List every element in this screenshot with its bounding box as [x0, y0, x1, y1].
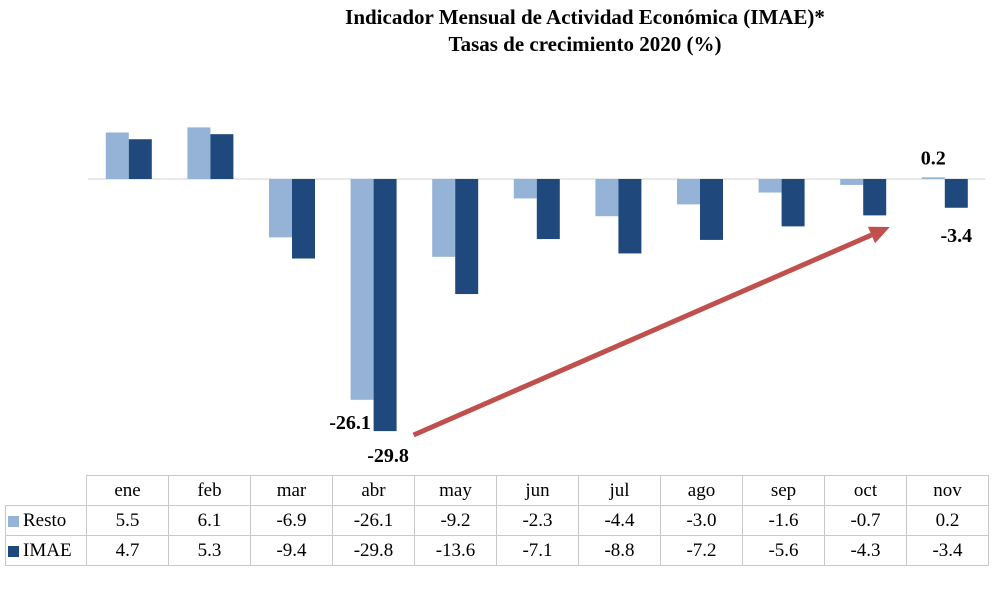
bar-resto-jul — [595, 179, 619, 217]
data-table: ene feb mar abr may jun jul ago sep oct nov Resto 5.… — [5, 475, 989, 566]
bar-resto-may — [432, 179, 456, 257]
legend-swatch-resto — [8, 515, 19, 527]
bar-resto-abr — [350, 179, 374, 400]
bar-resto-jun — [513, 179, 537, 199]
chart-title-line1: Indicador Mensual de Actividad Económica… — [345, 5, 825, 29]
table-cell: -8.8 — [578, 535, 661, 566]
table-cell: -3.0 — [660, 505, 743, 536]
data-label-resto-nov: 0.2 — [921, 147, 946, 169]
table-cell: -9.2 — [414, 505, 497, 536]
table-header-cell: mar — [250, 475, 333, 506]
table-header-cell: abr — [332, 475, 415, 506]
legend-cell-imae: IMAE — [5, 535, 87, 566]
table-cell: -4.3 — [824, 535, 907, 566]
table-header-cell: jun — [496, 475, 579, 506]
table-cell: 6.1 — [168, 505, 251, 536]
table-cell: -6.9 — [250, 505, 333, 536]
table-cell: -26.1 — [332, 505, 415, 536]
table-cell: -7.1 — [496, 535, 579, 566]
table-header-cell: nov — [906, 475, 989, 506]
bar-imae-mar — [292, 179, 315, 259]
bar-resto-ago — [677, 179, 700, 205]
bar-imae-nov — [944, 179, 968, 208]
table-cell: -0.7 — [824, 505, 907, 536]
bar-resto-feb — [187, 127, 211, 179]
table-cell: -9.4 — [250, 535, 333, 566]
data-label-imae-nov: -3.4 — [940, 225, 972, 247]
bar-resto-sep — [758, 179, 782, 193]
table-cell: 0.2 — [906, 505, 989, 536]
table-cell: -3.4 — [906, 535, 989, 566]
table-header-cell: feb — [168, 475, 251, 506]
bar-imae-abr — [373, 179, 397, 432]
table-header-row: ene feb mar abr may jun jul ago sep oct nov — [5, 475, 989, 506]
bar-resto-oct — [840, 179, 864, 185]
table-cell: -5.6 — [742, 535, 825, 566]
table-cell: -13.6 — [414, 535, 497, 566]
trend-arrow-line — [412, 232, 873, 438]
table-header-cell: ene — [86, 475, 169, 506]
table-header-cell: ago — [660, 475, 743, 506]
legend-label-imae: IMAE — [23, 539, 72, 561]
legend-cell-resto: Resto — [5, 505, 87, 536]
table-header-cell: sep — [742, 475, 825, 506]
bar-imae-jul — [618, 179, 642, 254]
table-header-cell: oct — [824, 475, 907, 506]
table-header-cell: may — [414, 475, 497, 506]
legend-label-resto: Resto — [23, 509, 67, 531]
table-cell: 5.3 — [168, 535, 251, 566]
table-header-cell: jul — [578, 475, 661, 506]
table-cell: -29.8 — [332, 535, 415, 566]
data-label-imae-abr: -29.8 — [367, 445, 409, 467]
bar-imae-ago — [700, 179, 723, 240]
table-cell: 4.7 — [86, 535, 169, 566]
table-cell: -2.3 — [496, 505, 579, 536]
bar-imae-oct — [863, 179, 887, 216]
bar-imae-feb — [210, 134, 234, 179]
bar-imae-may — [455, 179, 479, 295]
table-cell: -1.6 — [742, 505, 825, 536]
bar-imae-sep — [781, 179, 805, 227]
bar-imae-jun — [536, 179, 560, 240]
table-cell: 5.5 — [86, 505, 169, 536]
data-label-resto-abr: -26.1 — [329, 412, 371, 434]
bar-chart: -26.1 -29.8 0.2 -3.4 — [88, 127, 986, 467]
chart-title: Indicador Mensual de Actividad Económica… — [0, 4, 1006, 58]
table-row-imae: IMAE 4.7 5.3 -9.4 -29.8 -13.6 -7.1 -8.8 -7.2 -5.6… — [5, 535, 989, 566]
table-cell: -7.2 — [660, 535, 743, 566]
bar-resto-mar — [269, 179, 292, 238]
legend-swatch-imae — [8, 545, 19, 557]
bar-imae-ene — [128, 139, 152, 179]
table-cell: -4.4 — [578, 505, 661, 536]
table-corner-cell — [5, 475, 87, 506]
chart-subtitle: Tasas de crecimiento 2020 (%) — [448, 32, 722, 56]
trend-arrow-head — [867, 226, 890, 244]
bar-resto-nov — [921, 177, 945, 179]
table-row-resto: Resto 5.5 6.1 -6.9 -26.1 -9.2 -2.3 -4.4 -3.0 -1.6… — [5, 505, 989, 536]
bar-resto-ene — [105, 132, 129, 179]
